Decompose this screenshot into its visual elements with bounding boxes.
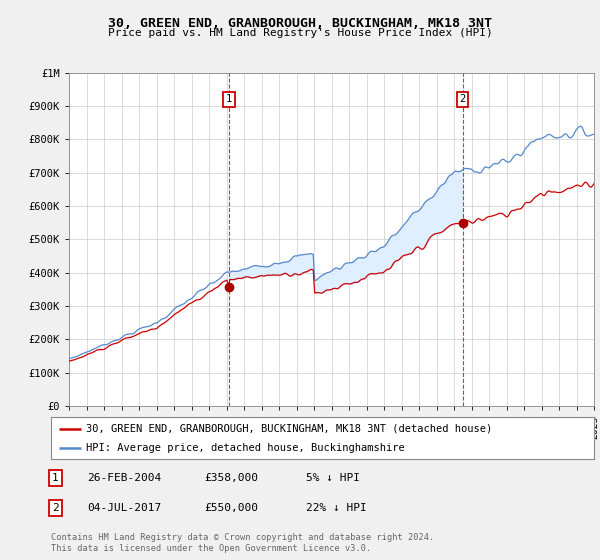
- Text: 1: 1: [52, 473, 59, 483]
- Text: 2: 2: [460, 95, 466, 105]
- Text: £550,000: £550,000: [204, 503, 258, 513]
- Text: Contains HM Land Registry data © Crown copyright and database right 2024.
This d: Contains HM Land Registry data © Crown c…: [51, 533, 434, 553]
- Text: 04-JUL-2017: 04-JUL-2017: [87, 503, 161, 513]
- Text: 2: 2: [52, 503, 59, 513]
- Text: 26-FEB-2004: 26-FEB-2004: [87, 473, 161, 483]
- Text: £358,000: £358,000: [204, 473, 258, 483]
- Text: HPI: Average price, detached house, Buckinghamshire: HPI: Average price, detached house, Buck…: [86, 443, 405, 453]
- Text: 30, GREEN END, GRANBOROUGH, BUCKINGHAM, MK18 3NT: 30, GREEN END, GRANBOROUGH, BUCKINGHAM, …: [108, 17, 492, 30]
- Text: Price paid vs. HM Land Registry's House Price Index (HPI): Price paid vs. HM Land Registry's House …: [107, 28, 493, 38]
- Text: 1: 1: [226, 95, 232, 105]
- Text: 22% ↓ HPI: 22% ↓ HPI: [306, 503, 367, 513]
- Text: 30, GREEN END, GRANBOROUGH, BUCKINGHAM, MK18 3NT (detached house): 30, GREEN END, GRANBOROUGH, BUCKINGHAM, …: [86, 423, 493, 433]
- Text: 5% ↓ HPI: 5% ↓ HPI: [306, 473, 360, 483]
